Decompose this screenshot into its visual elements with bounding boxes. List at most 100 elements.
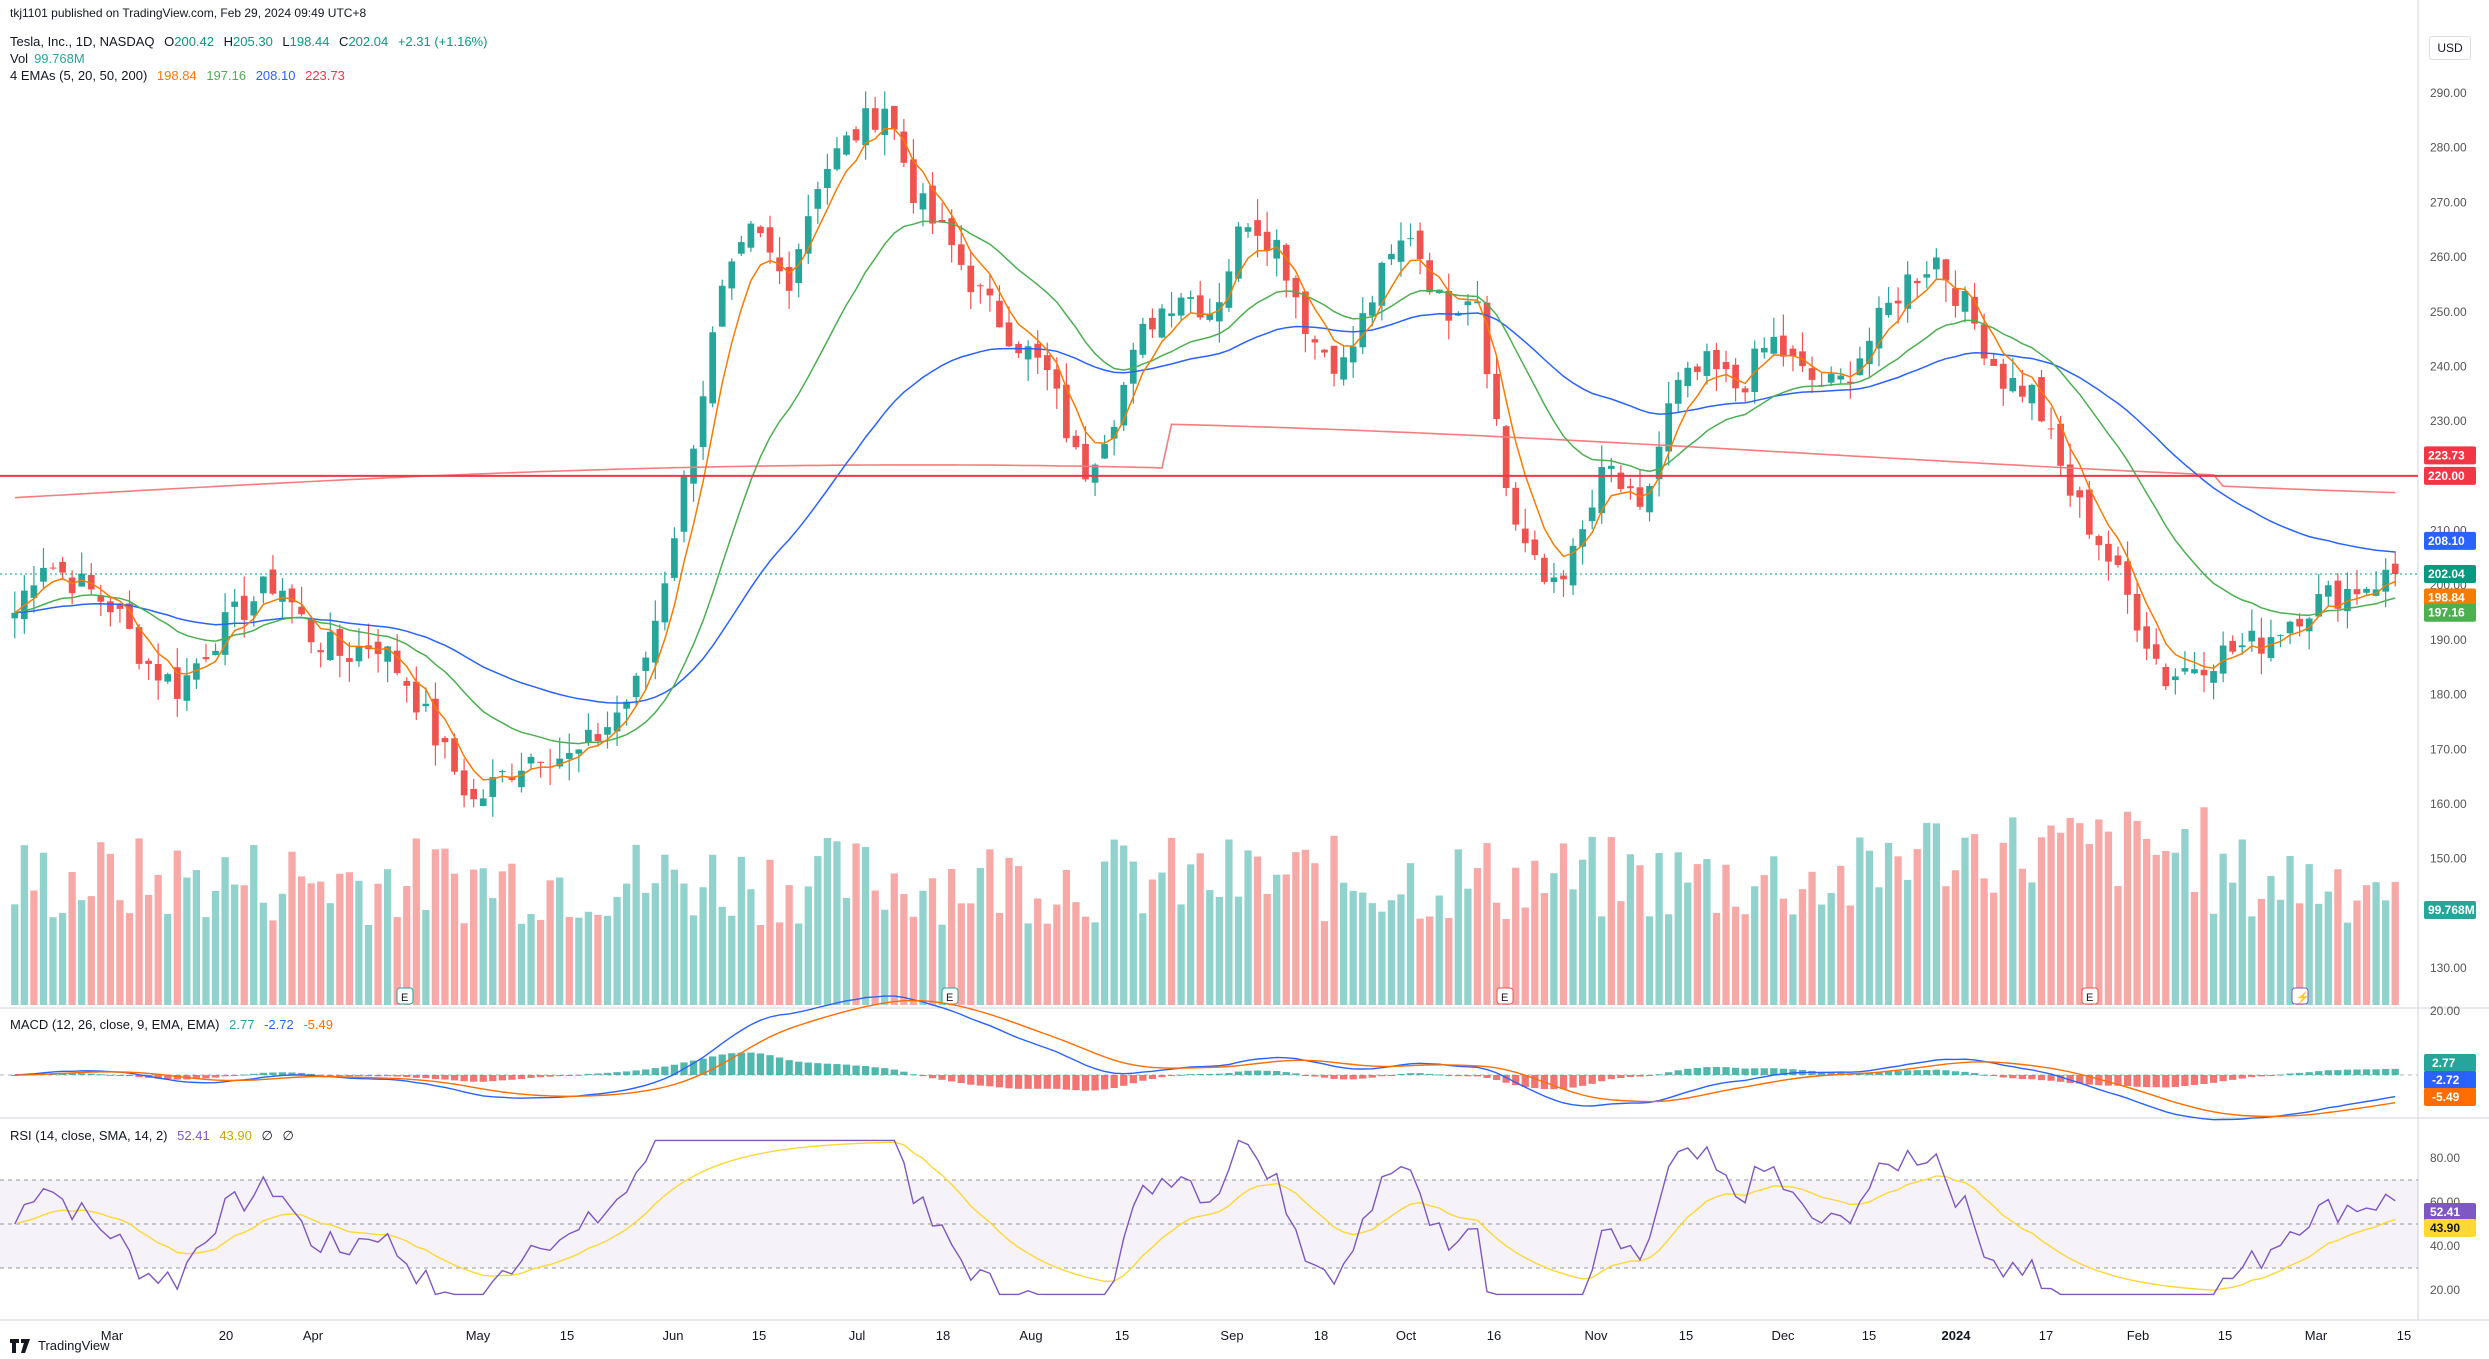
macd-bar xyxy=(938,1075,946,1080)
candle-body xyxy=(824,168,831,189)
volume-bar xyxy=(527,914,535,1005)
candle-body xyxy=(1598,467,1606,514)
macd-bar xyxy=(766,1055,774,1075)
candle-body xyxy=(1063,384,1070,439)
macd-bar xyxy=(1053,1075,1061,1089)
volume-bar xyxy=(269,920,277,1005)
volume-bar xyxy=(1684,882,1692,1005)
volume-bar xyxy=(1273,874,1281,1005)
earnings-marker[interactable] xyxy=(396,987,414,1005)
macd-bar xyxy=(336,1075,344,1076)
earnings-marker[interactable] xyxy=(2291,987,2309,1005)
candle-body xyxy=(661,583,669,623)
macd-bar xyxy=(861,1066,870,1075)
candle-body xyxy=(2143,626,2151,649)
volume-bar xyxy=(737,856,745,1005)
macd-line-value: -2.72 xyxy=(264,1017,294,1032)
volume-bar xyxy=(1550,873,1558,1005)
volume-bar xyxy=(1196,853,1204,1005)
currency-button[interactable]: USD xyxy=(2429,36,2471,60)
macd-bar xyxy=(78,1073,86,1075)
volume-bar xyxy=(1378,911,1386,1005)
price-axis-label: 280.00 xyxy=(2430,141,2467,155)
macd-bar xyxy=(1330,1075,1338,1079)
macd-bar xyxy=(2286,1073,2294,1075)
volume-bar xyxy=(1282,874,1290,1005)
candle-body xyxy=(2057,423,2064,466)
macd-bar xyxy=(1339,1075,1348,1080)
macd-bar xyxy=(1598,1075,1606,1082)
volume-bar xyxy=(1062,870,1071,1005)
volume-bar xyxy=(1215,896,1223,1005)
candle-body xyxy=(556,758,564,767)
candle-body xyxy=(498,771,506,773)
candle-body xyxy=(1789,348,1797,357)
candle-body xyxy=(154,664,162,681)
volume-bar xyxy=(699,887,707,1005)
ema-legend: 4 EMAs (5, 20, 50, 200) 198.84 197.16 20… xyxy=(10,68,351,83)
earnings-marker[interactable] xyxy=(2081,987,2099,1005)
volume-bar xyxy=(1368,903,1376,1005)
candle-body xyxy=(384,646,391,662)
volume-bar xyxy=(1846,905,1854,1005)
rsi-ma-line xyxy=(14,1141,2396,1291)
volume-bar xyxy=(632,844,640,1005)
macd-bar xyxy=(1970,1073,1979,1075)
price-tag-label: 197.16 xyxy=(2428,606,2465,620)
candle-body xyxy=(145,660,152,664)
volume-bar xyxy=(1253,856,1262,1005)
low-value: 198.44 xyxy=(289,34,330,49)
macd-bar xyxy=(2056,1075,2065,1082)
macd-bar xyxy=(900,1071,908,1075)
volume-bar xyxy=(1751,886,1759,1005)
macd-bar xyxy=(2229,1075,2237,1080)
candle-body xyxy=(30,585,38,598)
volume-bar xyxy=(766,859,774,1005)
candle-body xyxy=(871,108,879,130)
macd-bar xyxy=(1225,1072,1233,1075)
candle-body xyxy=(919,193,927,210)
macd-bar xyxy=(383,1075,392,1077)
volume-bar xyxy=(1942,886,1950,1005)
macd-bar xyxy=(2181,1075,2189,1087)
volume-bar xyxy=(97,842,105,1005)
candle-body xyxy=(412,681,420,713)
volume-bar xyxy=(2028,882,2036,1005)
macd-bar xyxy=(756,1053,765,1075)
volume-bar xyxy=(718,906,726,1005)
candles[interactable] xyxy=(11,91,2399,817)
volume-bar xyxy=(1129,861,1137,1005)
candle-body xyxy=(460,770,468,796)
volume-bar xyxy=(2276,899,2285,1005)
macd-bar xyxy=(460,1075,468,1082)
candle-body xyxy=(565,753,573,759)
macd-bar xyxy=(2037,1075,2046,1081)
macd-bar xyxy=(1617,1075,1625,1079)
macd-bar xyxy=(699,1058,707,1075)
macd-bar xyxy=(278,1072,287,1075)
macd-bar xyxy=(728,1053,736,1075)
candle-body xyxy=(336,629,344,656)
tradingview-logo[interactable]: TradingView xyxy=(10,1338,110,1353)
rsi-tag xyxy=(2424,1219,2476,1237)
rsi-axis-label: 80.00 xyxy=(2430,1151,2460,1165)
macd-bar xyxy=(2095,1075,2103,1086)
candle-body xyxy=(1827,373,1835,383)
macd-bar xyxy=(1349,1075,1357,1080)
volume-bar xyxy=(1148,879,1157,1005)
earnings-marker[interactable] xyxy=(1496,987,1514,1005)
volume-bar xyxy=(2047,825,2055,1005)
macd-bar xyxy=(1244,1070,1252,1075)
candle-body xyxy=(451,738,458,772)
macd-bar xyxy=(2162,1075,2170,1088)
macd-bar xyxy=(1368,1075,1376,1078)
candle-body xyxy=(833,148,841,170)
volume-bar xyxy=(584,911,593,1005)
volume-bar xyxy=(2200,807,2208,1005)
macd-bar xyxy=(374,1075,382,1077)
volume-bar xyxy=(1674,852,1682,1005)
volume-bar xyxy=(2209,913,2218,1005)
macd-bar xyxy=(1292,1073,1300,1075)
volume-bar xyxy=(1961,837,1969,1005)
